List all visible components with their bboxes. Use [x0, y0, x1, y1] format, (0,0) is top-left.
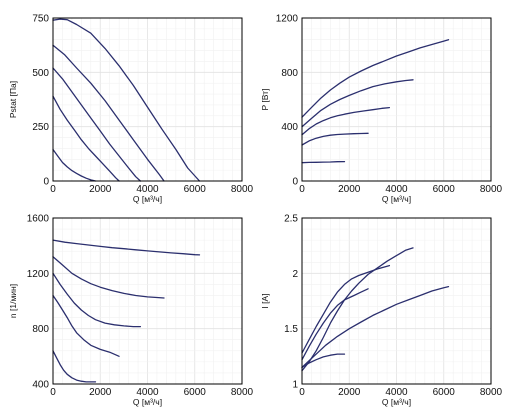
- x-tick-label: 2000: [338, 184, 361, 195]
- x-tick-label: 4000: [385, 184, 408, 195]
- y-tick-label: 250: [32, 122, 49, 133]
- series-curve-2: [301, 247, 414, 372]
- x-tick-label: 6000: [184, 387, 207, 398]
- y-tick-label: 1.5: [284, 324, 298, 335]
- series-curve-3: [301, 106, 391, 136]
- gridlines: [302, 18, 491, 181]
- y-tick-label: 1600: [27, 214, 50, 225]
- y-tick-label: 2: [292, 269, 298, 280]
- series-curve-5: [301, 160, 346, 164]
- series-curve-3: [52, 272, 142, 328]
- y-axis-title: I [A]: [260, 293, 270, 308]
- series-curve-4: [301, 288, 369, 361]
- x-tick-label: 2000: [89, 387, 112, 398]
- y-tick-label: 1: [292, 380, 298, 391]
- x-axis-title: Q [м³/ч]: [382, 194, 411, 204]
- y-tick-label: 1200: [276, 14, 299, 25]
- gridlines: [53, 218, 242, 384]
- y-tick-label: 500: [32, 68, 49, 79]
- series-curve-5: [301, 353, 346, 369]
- chart-panel-2: 0 2000 4000 6000 8000 0 400 800 1200 Q [м³/ч] P [В…: [260, 14, 503, 205]
- x-tick-label: 0: [299, 387, 305, 398]
- gridlines: [302, 218, 491, 384]
- x-tick-label: 6000: [184, 184, 207, 195]
- x-tick-label: 2000: [89, 184, 112, 195]
- x-tick-label: 6000: [433, 184, 456, 195]
- y-tick-label: 0: [292, 177, 298, 188]
- gridlines: [53, 18, 242, 181]
- series-curve-1: [301, 39, 450, 118]
- x-tick-label: 8000: [480, 184, 503, 195]
- y-tick-label: 400: [281, 122, 298, 133]
- x-axis-title: Q [м³/ч]: [133, 397, 162, 407]
- x-tick-label: 4000: [136, 184, 159, 195]
- series-curve-3: [301, 264, 391, 354]
- series-curve-5: [52, 148, 97, 182]
- plot-frame: [301, 217, 492, 385]
- x-tick-label: 8000: [231, 387, 254, 398]
- plot-frame: [301, 17, 492, 182]
- y-axis-title: Pstat [Па]: [8, 81, 18, 118]
- x-tick-label: 2000: [338, 387, 361, 398]
- x-tick-label: 0: [299, 184, 305, 195]
- x-tick-label: 0: [50, 387, 56, 398]
- series-curve-2: [52, 256, 165, 299]
- series-curve-4: [52, 95, 120, 182]
- series-curve-5: [52, 350, 97, 383]
- x-tick-label: 8000: [480, 387, 503, 398]
- x-tick-label: 8000: [231, 184, 254, 195]
- y-tick-label: 0: [43, 177, 49, 188]
- x-tick-label: 4000: [136, 387, 159, 398]
- series-curve-4: [52, 294, 120, 357]
- chart-panel-3: 0 2000 4000 6000 8000 400 800 1200 1600 Q [м³/ч] n…: [8, 214, 254, 408]
- y-axis-title: P [Вт]: [260, 89, 270, 111]
- y-tick-label: 1200: [27, 269, 50, 280]
- x-axis-title: Q [м³/ч]: [133, 194, 162, 204]
- series-curve-2: [52, 44, 165, 182]
- x-axis-title: Q [м³/ч]: [382, 397, 411, 407]
- chart-panel-1: 0 2000 4000 6000 8000 0 250 500 750 Q [м³/ч] Pstat…: [8, 14, 254, 205]
- series-curve-4: [301, 132, 369, 146]
- y-axis-title: n [1/мин]: [8, 284, 18, 318]
- series-curve-1: [301, 285, 450, 369]
- series-curve-1: [52, 18, 201, 182]
- series-curve-2: [301, 79, 414, 128]
- series-curve-3: [52, 67, 142, 182]
- x-tick-label: 4000: [385, 387, 408, 398]
- plot-frame: [52, 217, 243, 385]
- x-tick-label: 6000: [433, 387, 456, 398]
- series-curve-1: [52, 239, 201, 256]
- y-tick-label: 800: [32, 324, 49, 335]
- y-tick-label: 400: [32, 380, 49, 391]
- x-tick-label: 0: [50, 184, 56, 195]
- plot-frame: [52, 17, 243, 182]
- chart-panel-4: 0 2000 4000 6000 8000 1 1.5 2 2.5 Q [м³/ч] I [A]: [260, 214, 503, 408]
- y-tick-label: 800: [281, 68, 298, 79]
- y-tick-label: 2.5: [284, 214, 298, 225]
- y-tick-label: 750: [32, 14, 49, 25]
